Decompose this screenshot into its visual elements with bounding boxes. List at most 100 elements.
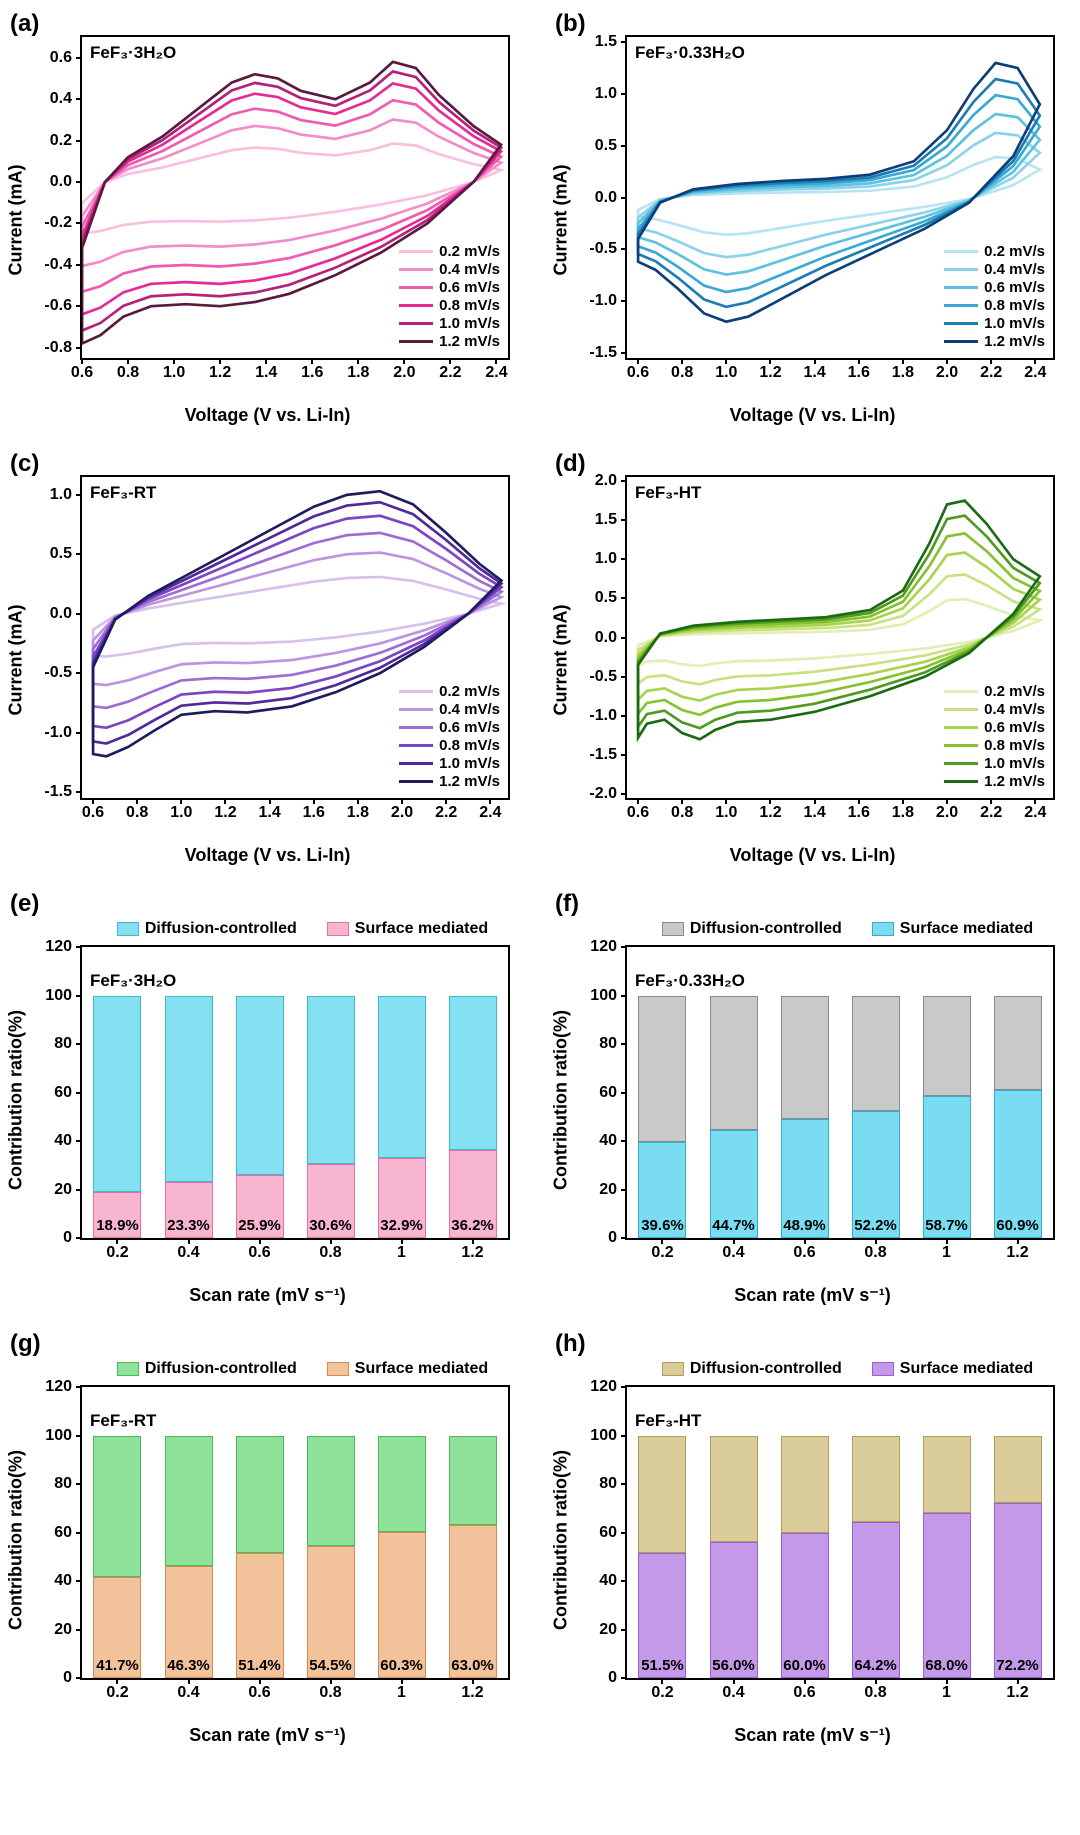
x-tick-label: 2.0 — [391, 804, 413, 822]
y-tick-mark — [621, 1043, 627, 1045]
bar-plot-area: FeF₃·3H₂O0204060801001200.218.9%0.423.3%… — [80, 945, 510, 1240]
y-tick-mark — [621, 480, 627, 482]
legend-label: Surface mediated — [355, 920, 488, 938]
legend-row: 0.6 mV/s — [944, 279, 1045, 296]
legend-item: Diffusion-controlled — [117, 1360, 297, 1378]
y-tick-label: 1.5 — [595, 511, 617, 529]
y-axis-title: Current (mA) — [6, 165, 27, 276]
legend-row: 0.8 mV/s — [399, 297, 500, 314]
bar-bottom-surface — [994, 1090, 1042, 1238]
legend-swatch — [944, 340, 978, 343]
y-tick-mark — [76, 1092, 82, 1094]
bar-percent-label: 52.2% — [854, 1217, 897, 1234]
bar-group — [378, 1436, 426, 1678]
y-tick-mark — [621, 41, 627, 43]
y-tick-mark — [621, 1483, 627, 1485]
x-tick-label: 0.8 — [319, 1244, 341, 1262]
panel-label: (b) — [555, 10, 586, 38]
legend-row: 0.2 mV/s — [944, 243, 1045, 260]
bar-top-diffusion — [781, 1436, 829, 1533]
x-tick-label: 0.4 — [722, 1244, 744, 1262]
y-axis-title: Current (mA) — [6, 605, 27, 716]
bar-top-diffusion — [236, 1436, 284, 1554]
x-tick-label: 1.8 — [892, 364, 914, 382]
legend-swatch — [944, 744, 978, 747]
y-tick-label: 0.5 — [595, 589, 617, 607]
bar-group — [994, 996, 1042, 1238]
y-tick-mark — [76, 672, 82, 674]
y-tick-label: 0.5 — [595, 137, 617, 155]
bar-percent-label: 32.9% — [380, 1217, 423, 1234]
y-tick-label: 1.0 — [595, 550, 617, 568]
y-tick-mark — [621, 597, 627, 599]
legend-row: 0.4 mV/s — [944, 261, 1045, 278]
legend-label: 0.2 mV/s — [984, 683, 1045, 700]
y-tick-label: 0.0 — [50, 173, 72, 191]
y-tick-mark — [76, 1532, 82, 1534]
y-tick-label: 120 — [45, 1378, 72, 1396]
bar-top-diffusion — [378, 1436, 426, 1532]
bar-legend: Diffusion-controlledSurface mediated — [100, 920, 505, 938]
legend-row: 0.4 mV/s — [399, 701, 500, 718]
bar-group — [852, 996, 900, 1238]
y-tick-label: 0.6 — [50, 49, 72, 67]
legend-label: 1.2 mV/s — [984, 333, 1045, 350]
bar-top-diffusion — [93, 1436, 141, 1577]
panel-label: (d) — [555, 450, 586, 478]
y-tick-label: 80 — [54, 1475, 72, 1493]
y-tick-label: 120 — [590, 938, 617, 956]
legend-label: 0.8 mV/s — [439, 297, 500, 314]
legend-label: 0.4 mV/s — [984, 261, 1045, 278]
y-tick-label: 40 — [54, 1132, 72, 1150]
legend-swatch — [399, 340, 433, 343]
y-tick-mark — [76, 347, 82, 349]
legend-label: 1.0 mV/s — [984, 755, 1045, 772]
legend-row: 0.8 mV/s — [944, 297, 1045, 314]
cv-legend: 0.2 mV/s0.4 mV/s0.6 mV/s0.8 mV/s1.0 mV/s… — [944, 682, 1045, 790]
bar-percent-label: 72.2% — [996, 1657, 1039, 1674]
y-tick-mark — [621, 519, 627, 521]
y-tick-mark — [621, 715, 627, 717]
bar-group — [638, 1436, 686, 1678]
x-tick-label: 1.2 — [759, 364, 781, 382]
x-tick-label: 0.6 — [627, 804, 649, 822]
bar-top-diffusion — [449, 996, 497, 1151]
bar-plot-area: FeF₃·0.33H₂O0204060801001200.239.6%0.444… — [625, 945, 1055, 1240]
x-tick-label: 0.6 — [793, 1244, 815, 1262]
bar-top-diffusion — [923, 996, 971, 1096]
legend-label: 1.0 mV/s — [439, 755, 500, 772]
x-tick-label: 1.4 — [258, 804, 280, 822]
y-tick-mark — [76, 1483, 82, 1485]
x-axis-title: Scan rate (mV s⁻¹) — [734, 1725, 891, 1746]
legend-label: 1.2 mV/s — [984, 773, 1045, 790]
legend-label: 0.6 mV/s — [984, 279, 1045, 296]
y-tick-mark — [621, 558, 627, 560]
y-tick-label: 60 — [54, 1524, 72, 1542]
bar-top-diffusion — [710, 996, 758, 1130]
x-tick-label: 1.2 — [214, 804, 236, 822]
y-tick-label: -0.4 — [44, 256, 72, 274]
y-tick-label: 60 — [54, 1084, 72, 1102]
y-tick-label: 0 — [63, 1669, 72, 1687]
bar-group — [378, 996, 426, 1238]
x-tick-label: 2.0 — [393, 364, 415, 382]
y-tick-mark — [621, 1386, 627, 1388]
sample-name: FeF₃·0.33H₂O — [635, 43, 745, 63]
y-tick-label: 120 — [45, 938, 72, 956]
y-tick-label: 0.5 — [50, 545, 72, 563]
legend-label: 0.4 mV/s — [984, 701, 1045, 718]
x-tick-label: 0.6 — [793, 1684, 815, 1702]
legend-swatch — [944, 286, 978, 289]
x-tick-label: 0.6 — [82, 804, 104, 822]
bar-group — [236, 1436, 284, 1678]
sample-name: FeF₃-RT — [90, 1411, 156, 1431]
x-tick-label: 0.6 — [248, 1684, 270, 1702]
legend-row: 0.2 mV/s — [399, 683, 500, 700]
bar-group — [638, 996, 686, 1238]
cv-plot-area: FeF₃-RT0.60.81.01.21.41.61.82.02.22.4-1.… — [80, 475, 510, 800]
legend-row: 1.0 mV/s — [399, 755, 500, 772]
legend-swatch — [399, 744, 433, 747]
x-tick-label: 2.0 — [936, 364, 958, 382]
legend-row: 0.4 mV/s — [944, 701, 1045, 718]
legend-label: 0.8 mV/s — [984, 737, 1045, 754]
